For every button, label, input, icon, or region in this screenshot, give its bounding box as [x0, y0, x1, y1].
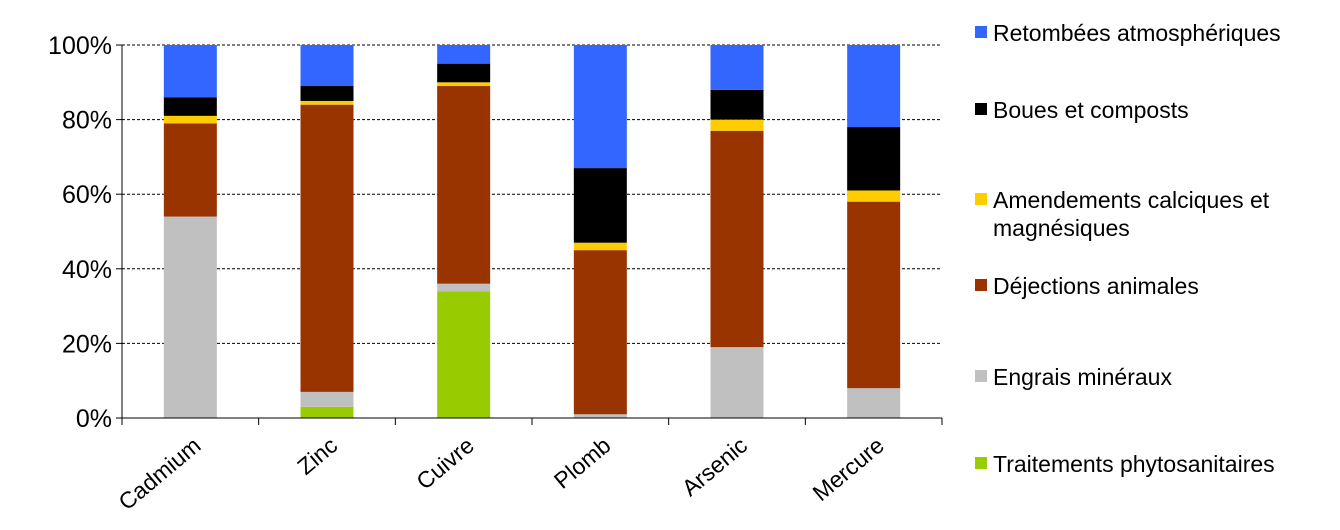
bar-segment-zinc-boues-et-composts [300, 86, 354, 101]
y-tick-label: 40% [62, 256, 112, 284]
bar-segment-cuivre-dejections-animales [437, 86, 491, 284]
grid-lines [122, 44, 942, 344]
bar-segment-zinc-dejections-animales [300, 104, 354, 392]
bar-segment-zinc-traitements-phytosanitaires [300, 406, 354, 418]
legend-item-engrais-mineraux: Engrais minéraux [975, 363, 1338, 391]
legend-label: Engrais minéraux [993, 364, 1172, 390]
bar-segment-arsenic-dejections-animales [710, 130, 764, 348]
bar-segment-zinc-engrais-mineraux [300, 391, 354, 407]
bar-segment-mercure-boues-et-composts [847, 127, 901, 191]
bar-segment-arsenic-engrais-mineraux [710, 347, 764, 418]
legend-label: Boues et composts [993, 97, 1189, 123]
bar-segment-cuivre-boues-et-composts [437, 63, 491, 83]
bar-segment-arsenic-boues-et-composts [710, 89, 764, 120]
legend-item-boues-et-composts: Boues et composts [975, 96, 1338, 124]
y-tick-label: 0% [76, 405, 112, 433]
stacked-bar-chart: 0% 20% 40% 60% 80% 100% Cadmium Zinc Cuivre Plom… [48, 32, 943, 515]
bar-segment-cuivre-amendements-calciques-et-magnesiques [437, 82, 491, 87]
legend-swatch [975, 279, 987, 291]
axes [116, 44, 943, 425]
legend-swatch [975, 457, 987, 469]
y-tick-label: 100% [48, 32, 112, 60]
legend-swatch [975, 26, 987, 38]
bar-segment-mercure-retombees-atmospheriques [847, 45, 901, 128]
bar-segment-cuivre-retombees-atmospheriques [437, 45, 491, 64]
bar-segment-arsenic-retombees-atmospheriques [710, 45, 764, 90]
bar-segment-zinc-amendements-calciques-et-magnesiques [300, 100, 354, 105]
x-tick-label-arsenic: Arsenic [677, 432, 752, 501]
x-tick-label-zinc: Zinc [292, 432, 342, 480]
legend-label: Déjections animales [993, 273, 1199, 299]
y-tick-labels: 0% 20% 40% 60% 80% 100% [48, 32, 112, 433]
legend: Retombées atmosphériques Boues et compost… [975, 0, 1340, 530]
bar-segment-plomb-dejections-animales [573, 250, 627, 415]
y-tick-label: 80% [62, 107, 112, 135]
legend-item-amendements-calciques-et-magnesiques: Amendements calciques et magnésiques [975, 186, 1338, 242]
bar-segment-plomb-engrais-mineraux [573, 414, 627, 418]
bar-segment-cadmium-engrais-mineraux [163, 216, 217, 418]
bar-segment-arsenic-amendements-calciques-et-magnesiques [710, 119, 764, 131]
legend-swatch [975, 103, 987, 115]
bar-segment-plomb-amendements-calciques-et-magnesiques [573, 242, 627, 251]
legend-label: Traitements phytosanitaires [993, 451, 1275, 477]
x-tick-label-mercure: Mercure [808, 432, 889, 506]
bar-segment-cadmium-dejections-animales [163, 123, 217, 217]
bar-segment-plomb-boues-et-composts [573, 168, 627, 243]
bar-segment-cuivre-engrais-mineraux [437, 283, 491, 292]
legend-swatch [975, 370, 987, 382]
bar-segment-cadmium-amendements-calciques-et-magnesiques [163, 115, 217, 124]
bar-segment-cadmium-retombees-atmospheriques [163, 45, 217, 98]
bar-segment-plomb-retombees-atmospheriques [573, 45, 627, 169]
legend-label: Retombées atmosphériques [993, 20, 1281, 46]
legend-item-retombees-atmospheriques: Retombées atmosphériques [975, 19, 1338, 47]
bar-segment-zinc-retombees-atmospheriques [300, 45, 354, 87]
legend-swatch [975, 193, 987, 205]
bar-segment-mercure-engrais-mineraux [847, 388, 901, 418]
y-tick-label: 20% [62, 330, 112, 358]
bars [163, 45, 901, 418]
legend-item-traitements-phytosanitaires: Traitements phytosanitaires [975, 450, 1338, 478]
bar-segment-cuivre-traitements-phytosanitaires [437, 291, 491, 418]
x-tick-label-cadmium: Cadmium [113, 432, 205, 515]
x-tick-labels: Cadmium Zinc Cuivre Plomb Arsenic Mercure [113, 432, 888, 515]
legend-label: Amendements calciques et magnésiques [993, 187, 1270, 241]
x-tick-label-plomb: Plomb [549, 432, 616, 494]
legend-item-dejections-animales: Déjections animales [975, 272, 1338, 300]
y-tick-label: 60% [62, 181, 112, 209]
bar-segment-mercure-amendements-calciques-et-magnesiques [847, 190, 901, 202]
bar-segment-mercure-dejections-animales [847, 201, 901, 389]
bar-segment-cadmium-boues-et-composts [163, 97, 217, 116]
x-tick-label-cuivre: Cuivre [411, 432, 479, 495]
